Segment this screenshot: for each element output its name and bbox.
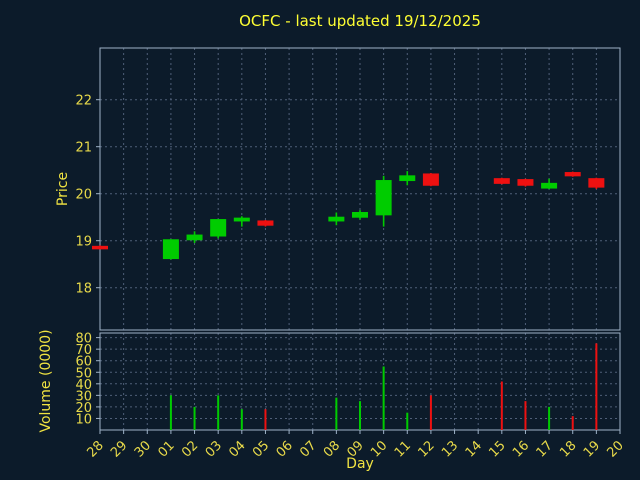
volume-tick-label: 30 [75, 389, 92, 404]
candle-body [588, 178, 605, 188]
volume-axis-label: Volume (0000) [38, 329, 54, 433]
price-tick-label: 21 [75, 141, 92, 156]
candle-body [517, 179, 534, 186]
volume-tick-label: 40 [75, 378, 92, 393]
price-tick-label: 22 [75, 94, 92, 109]
volume-tick-label: 10 [75, 412, 92, 427]
candle-body [493, 178, 510, 184]
chart-title: OCFC - last updated 19/12/2025 [239, 12, 481, 30]
volume-tick-label: 60 [75, 355, 92, 370]
price-tick-label: 19 [75, 235, 92, 250]
price-tick-label: 20 [75, 188, 92, 203]
price-tick-label: 18 [75, 282, 92, 297]
candle-body [257, 220, 274, 226]
price-axis-label: Price [55, 171, 71, 207]
candle-body [399, 175, 416, 182]
candle-body [422, 173, 439, 186]
candle-body [352, 212, 368, 218]
price-panel-border [99, 47, 621, 331]
candle-body [375, 180, 392, 216]
candle-body [564, 172, 581, 177]
candle-body [328, 216, 345, 222]
candle-body [233, 217, 250, 222]
candle-body [541, 182, 558, 189]
volume-tick-label: 80 [75, 332, 92, 347]
day-axis-label: Day [346, 456, 374, 472]
volume-tick-label: 20 [75, 401, 92, 416]
volume-tick-label: 70 [75, 343, 92, 358]
candle-body [210, 219, 227, 237]
volume-tick-label: 50 [75, 366, 92, 381]
candle-body [162, 239, 179, 260]
candle-body [92, 245, 108, 250]
candle-body [186, 234, 203, 241]
